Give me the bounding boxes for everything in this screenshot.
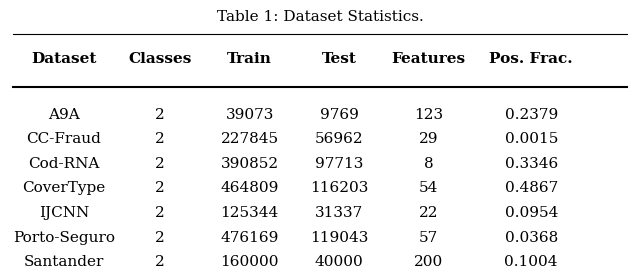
Text: 56962: 56962 (315, 132, 364, 146)
Text: Santander: Santander (24, 255, 104, 269)
Text: 0.2379: 0.2379 (504, 108, 558, 122)
Text: CC-Fraud: CC-Fraud (27, 132, 101, 146)
Text: 160000: 160000 (220, 255, 279, 269)
Text: 9769: 9769 (320, 108, 358, 122)
Text: CoverType: CoverType (22, 181, 106, 195)
Text: Cod-RNA: Cod-RNA (28, 157, 100, 171)
Text: 54: 54 (419, 181, 438, 195)
Text: 97713: 97713 (315, 157, 364, 171)
Text: 8: 8 (424, 157, 434, 171)
Text: 29: 29 (419, 132, 438, 146)
Text: Test: Test (322, 52, 356, 66)
Text: 227845: 227845 (221, 132, 278, 146)
Text: 200: 200 (414, 255, 444, 269)
Text: 22: 22 (419, 206, 438, 220)
Text: 0.4867: 0.4867 (504, 181, 558, 195)
Text: 390852: 390852 (221, 157, 278, 171)
Text: 39073: 39073 (225, 108, 274, 122)
Text: 57: 57 (419, 230, 438, 245)
Text: 464809: 464809 (220, 181, 279, 195)
Text: 476169: 476169 (220, 230, 279, 245)
Text: Porto-Seguro: Porto-Seguro (13, 230, 115, 245)
Text: 0.0368: 0.0368 (504, 230, 558, 245)
Text: 119043: 119043 (310, 230, 369, 245)
Text: 123: 123 (414, 108, 444, 122)
Text: 2: 2 (155, 181, 165, 195)
Text: 2: 2 (155, 230, 165, 245)
Text: 31337: 31337 (315, 206, 364, 220)
Text: 2: 2 (155, 206, 165, 220)
Text: 0.0015: 0.0015 (504, 132, 558, 146)
Text: Features: Features (392, 52, 466, 66)
Text: 2: 2 (155, 255, 165, 269)
Text: 40000: 40000 (315, 255, 364, 269)
Text: 116203: 116203 (310, 181, 369, 195)
Text: Classes: Classes (128, 52, 192, 66)
Text: 125344: 125344 (220, 206, 279, 220)
Text: 0.3346: 0.3346 (504, 157, 558, 171)
Text: A9A: A9A (48, 108, 80, 122)
Text: Train: Train (227, 52, 272, 66)
Text: 2: 2 (155, 157, 165, 171)
Text: IJCNN: IJCNN (39, 206, 89, 220)
Text: Pos. Frac.: Pos. Frac. (490, 52, 573, 66)
Text: 2: 2 (155, 108, 165, 122)
Text: 0.0954: 0.0954 (504, 206, 558, 220)
Text: Dataset: Dataset (31, 52, 97, 66)
Text: Table 1: Dataset Statistics.: Table 1: Dataset Statistics. (216, 10, 424, 23)
Text: 0.1004: 0.1004 (504, 255, 558, 269)
Text: 2: 2 (155, 132, 165, 146)
